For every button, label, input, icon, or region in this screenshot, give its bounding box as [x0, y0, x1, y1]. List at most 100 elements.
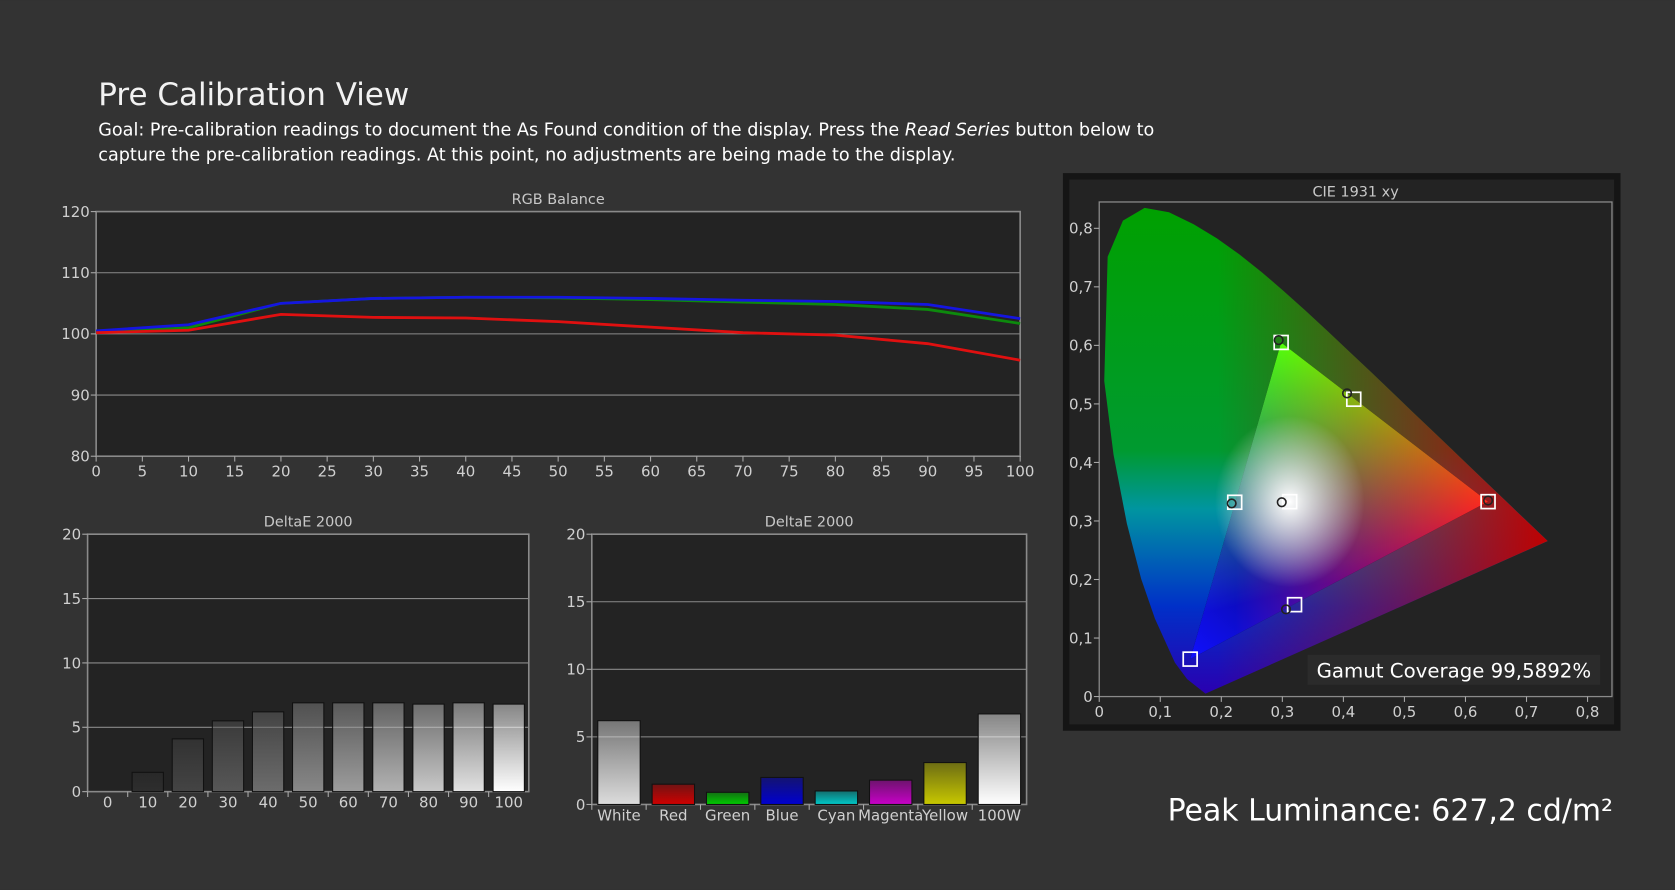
x-tick-label: 0,3	[1270, 703, 1294, 721]
measured-marker	[1226, 498, 1237, 509]
chart-title: CIE 1931 xy	[1312, 185, 1399, 201]
gamut-coverage: Gamut Coverage 99,5892%	[1317, 659, 1592, 682]
target-marker	[1480, 493, 1496, 510]
y-tick-label: 0,5	[1069, 395, 1093, 413]
y-tick-label: 0,6	[1069, 337, 1093, 355]
description-line: Goal: Pre-calibration readings to docume…	[98, 121, 1154, 141]
x-tick-label: 60	[339, 794, 358, 812]
x-tick-label: 95	[964, 463, 983, 481]
target-marker	[1345, 391, 1362, 408]
x-tick-label: 10	[179, 463, 198, 481]
bar	[452, 702, 485, 793]
description-text: Goal: Pre-calibration readings to docume…	[98, 121, 905, 141]
x-tick-label: 40	[259, 794, 278, 812]
x-tick-label: 10	[138, 794, 157, 812]
x-tick-label: 45	[502, 463, 521, 481]
bar	[977, 713, 1022, 805]
x-tick-label: 0	[103, 794, 113, 812]
x-tick-label: 80	[419, 794, 438, 812]
bar	[292, 702, 325, 793]
bar	[332, 702, 365, 793]
bar	[412, 703, 445, 793]
y-tick-label: 0,7	[1069, 278, 1093, 296]
x-tick-label: 5	[138, 463, 148, 481]
x-tick-label: Green	[705, 806, 750, 824]
target-marker	[1273, 334, 1289, 351]
x-tick-label: White	[597, 806, 640, 824]
x-tick-label: 0,7	[1515, 703, 1539, 721]
y-tick-label: 20	[566, 526, 585, 544]
bar	[868, 779, 913, 805]
bar	[651, 783, 696, 805]
y-tick-label: 110	[61, 264, 90, 282]
x-tick-label: 55	[595, 463, 614, 481]
y-tick-label: 0	[1083, 688, 1093, 706]
x-tick-label: 50	[549, 463, 568, 481]
x-tick-label: 90	[918, 463, 937, 481]
x-tick-label: 65	[687, 463, 706, 481]
x-tick-label: 0,6	[1454, 703, 1478, 721]
y-tick-label: 0,2	[1069, 571, 1093, 589]
y-tick-label: 0,3	[1069, 512, 1093, 530]
measured-marker	[1341, 388, 1353, 399]
y-tick-label: 5	[576, 728, 586, 746]
annotation-box	[1307, 654, 1601, 685]
x-tick-label: Red	[659, 806, 687, 824]
target-marker	[1182, 651, 1198, 667]
x-tick-label: 30	[364, 463, 383, 481]
bar	[705, 791, 750, 805]
bar	[760, 776, 804, 805]
gamut-group	[1190, 342, 1489, 660]
bar	[251, 711, 285, 793]
y-tick-label: 0,4	[1069, 454, 1093, 472]
x-tick-label: 0,4	[1332, 703, 1356, 721]
y-tick-label: 20	[62, 526, 81, 544]
x-tick-label: 80	[826, 463, 845, 481]
x-tick-label: 50	[299, 794, 318, 812]
y-tick-label: 120	[61, 203, 90, 221]
bar	[923, 762, 967, 805]
y-tick-label: 0,8	[1069, 220, 1093, 238]
line-series	[96, 312, 1021, 362]
x-tick-label: Cyan	[817, 806, 855, 824]
x-tick-label: 0,8	[1576, 703, 1600, 721]
y-tick-label: 90	[71, 386, 90, 404]
x-tick-label: 100	[1006, 463, 1035, 481]
bar	[372, 702, 405, 793]
x-tick-label: 60	[641, 463, 660, 481]
y-tick-label: 0,1	[1069, 629, 1093, 647]
measured-marker	[1276, 497, 1287, 508]
y-tick-label: 15	[62, 590, 81, 608]
x-tick-label: 40	[456, 463, 475, 481]
x-tick-label: 85	[872, 463, 891, 481]
bar	[131, 771, 164, 793]
measured-marker	[1273, 335, 1284, 346]
x-tick-label: Magenta	[858, 806, 923, 824]
bar	[211, 720, 245, 793]
x-tick-label: 30	[218, 794, 237, 812]
bar	[597, 720, 641, 805]
y-tick-label: 5	[72, 719, 82, 737]
y-tick-label: 10	[566, 661, 585, 679]
x-tick-label: Yellow	[921, 806, 968, 824]
plot-area	[1098, 201, 1613, 698]
x-tick-label: 20	[271, 463, 290, 481]
white-glow	[1214, 416, 1365, 588]
line-series	[96, 295, 1021, 333]
x-tick-label: 0	[91, 463, 101, 481]
bar	[814, 790, 859, 805]
x-tick-label: 70	[733, 463, 752, 481]
chart-title: DeltaE 2000	[765, 515, 854, 531]
x-tick-label: 90	[459, 794, 478, 812]
page-title: Pre Calibration View	[98, 77, 409, 113]
x-tick-label: 20	[178, 794, 197, 812]
bar	[492, 703, 525, 793]
x-tick-label: 0,2	[1209, 703, 1233, 721]
description-text: button below to	[1010, 121, 1155, 141]
y-tick-label: 100	[61, 325, 90, 343]
x-tick-label: 15	[225, 463, 244, 481]
measured-marker	[1482, 495, 1494, 506]
target-marker	[1281, 493, 1298, 510]
